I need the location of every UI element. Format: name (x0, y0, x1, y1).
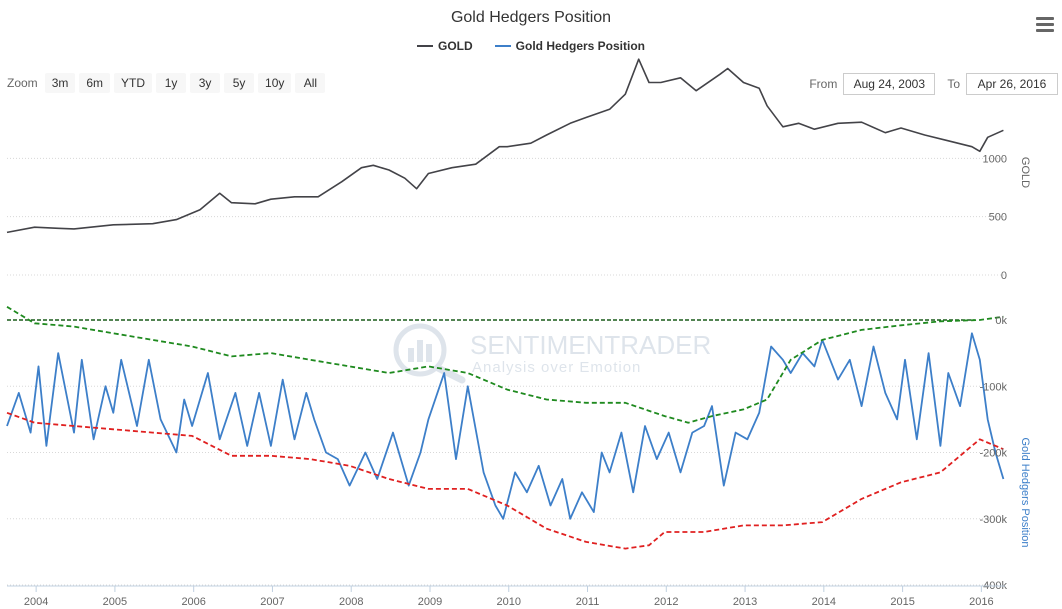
legend: GOLD Gold Hedgers Position (0, 39, 1062, 53)
menu-bar (1036, 29, 1054, 32)
watermark-bar (426, 344, 432, 362)
zoom-1y-button[interactable]: 1y (156, 73, 187, 93)
menu-bar (1036, 23, 1054, 26)
y-tick-label: -100k (979, 381, 1007, 393)
legend-item-gold[interactable]: GOLD (416, 39, 473, 53)
watermark-magnifier-icon (393, 323, 447, 377)
zoom-3m-button[interactable]: 3m (44, 73, 76, 93)
hedgers-axis-title: Gold Hedgers Position (1019, 437, 1031, 547)
x-tick-label: 2009 (418, 596, 442, 608)
watermark-tagline: Analysis over Emotion (472, 359, 641, 376)
x-tick-label: 2016 (969, 596, 993, 608)
x-tick-label: 2010 (497, 596, 521, 608)
y-tick-label: 0 (1001, 270, 1007, 282)
x-tick-label: 2006 (181, 596, 205, 608)
zoom-all-button[interactable]: All (295, 73, 326, 93)
legend-item-hedgers[interactable]: Gold Hedgers Position (494, 39, 646, 53)
x-tick-label: 2004 (24, 596, 48, 608)
lower-band-line (6, 411, 1004, 550)
from-label: From (809, 77, 838, 91)
watermark-bar (417, 340, 423, 362)
hedgers-position-line (6, 332, 1005, 520)
zoom-bar: Zoom 3m 6m YTD 1y 3y 5y 10y All (7, 73, 326, 93)
menu-bar (1036, 17, 1054, 20)
gold-price-line (6, 58, 1004, 234)
y-tick-label: -300k (979, 514, 1007, 526)
date-range: From Aug 24, 2003 To Apr 26, 2016 (809, 73, 1058, 95)
y-tick-label: 1000 (983, 153, 1007, 165)
x-tick-label: 2011 (576, 596, 600, 608)
legend-label-gold: GOLD (437, 39, 473, 53)
zoom-5y-button[interactable]: 5y (224, 73, 255, 93)
series-layer (6, 58, 1005, 550)
x-tick-label: 2014 (812, 596, 836, 608)
menu-icon[interactable] (1036, 17, 1054, 33)
gold-axis-title: GOLD (1019, 157, 1031, 188)
y-tick-label: -200k (979, 448, 1007, 460)
zoom-3y-button[interactable]: 3y (190, 73, 221, 93)
watermark-brand: SENTIMENTRADER (470, 330, 711, 360)
x-tick-label: 2007 (260, 596, 284, 608)
legend-swatch-gold (416, 45, 433, 47)
x-tick-label: 2013 (733, 596, 757, 608)
zoom-10y-button[interactable]: 10y (258, 73, 292, 93)
zoom-label: Zoom (7, 76, 38, 90)
zoom-6m-button[interactable]: 6m (79, 73, 111, 93)
to-label: To (947, 77, 960, 91)
legend-swatch-hedgers (494, 45, 511, 47)
watermark-magnifier-handle (434, 364, 466, 384)
x-tick-label: 2015 (890, 596, 914, 608)
to-date-input[interactable]: Apr 26, 2016 (966, 73, 1058, 95)
y-tick-label: 0k (995, 315, 1007, 327)
x-tick-label: 2005 (103, 596, 127, 608)
upper-band-line (6, 306, 1004, 424)
watermark-bar (408, 348, 414, 362)
from-date-input[interactable]: Aug 24, 2003 (843, 73, 936, 95)
x-tick-label: 2012 (654, 596, 678, 608)
legend-label-hedgers: Gold Hedgers Position (515, 39, 646, 53)
chart-title: Gold Hedgers Position (450, 9, 612, 26)
grid-layer (7, 157, 1005, 586)
x-tick-label: 2008 (339, 596, 363, 608)
zoom-ytd-button[interactable]: YTD (114, 73, 153, 93)
watermark: SENTIMENTRADER Analysis over Emotion (393, 323, 711, 384)
y-tick-label: 500 (989, 212, 1007, 224)
